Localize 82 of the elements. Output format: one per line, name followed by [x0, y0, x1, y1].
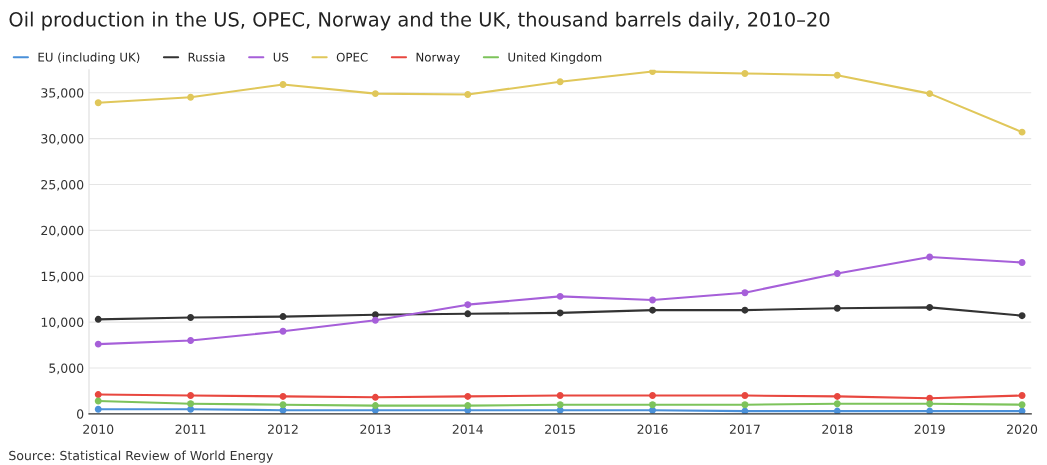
x-tick-label: 2010 — [83, 424, 114, 434]
x-tick-label: 2011 — [175, 424, 206, 434]
point — [649, 69, 656, 76]
point — [1018, 401, 1026, 409]
point — [464, 301, 472, 309]
point — [371, 402, 379, 410]
point — [1018, 392, 1026, 399]
y-tick-label: 10,000 — [41, 317, 84, 329]
chart-title: Oil production in the US, OPEC, Norway and the UK, thousand barrels daily, 2010–20 — [9, 11, 830, 31]
point — [464, 91, 472, 98]
x-tick-label: 2013 — [360, 424, 391, 434]
point — [279, 80, 287, 88]
point — [833, 269, 841, 277]
y-tick-label: 25,000 — [41, 179, 84, 191]
point — [1018, 312, 1026, 320]
legend-label: OPEC — [336, 52, 368, 62]
y-tick-label: 30,000 — [41, 134, 84, 145]
point — [833, 392, 841, 400]
point — [556, 292, 564, 300]
point — [926, 407, 934, 414]
x-tick-label: 2012 — [268, 424, 298, 434]
point — [926, 303, 934, 311]
y-tick-label: 35,000 — [41, 88, 84, 99]
point — [464, 392, 472, 400]
point — [94, 405, 102, 413]
point — [279, 392, 287, 400]
x-tick-label: 2020 — [1007, 424, 1038, 434]
point — [833, 304, 841, 312]
point — [649, 306, 656, 314]
point — [1018, 258, 1026, 266]
x-tick-label: 2019 — [914, 424, 945, 434]
legend-label: United Kingdom — [508, 52, 602, 64]
point — [556, 401, 564, 409]
point — [556, 78, 564, 86]
point — [94, 315, 102, 323]
point — [371, 90, 379, 98]
x-tick-label: 2015 — [545, 424, 575, 434]
point — [279, 313, 287, 321]
legend-label: EU (including UK) — [38, 52, 140, 64]
point — [741, 289, 749, 297]
point — [741, 306, 749, 314]
point — [926, 253, 934, 261]
point — [279, 401, 287, 409]
point — [371, 311, 379, 319]
point — [833, 71, 841, 79]
point — [279, 327, 287, 335]
point — [187, 400, 195, 408]
point — [649, 401, 656, 409]
legend-label: Norway — [416, 52, 460, 64]
point — [94, 340, 102, 348]
point — [741, 69, 749, 77]
source-note: Source: Statistical Review of World Energy — [9, 450, 273, 463]
point — [649, 392, 656, 399]
point — [94, 397, 102, 405]
point — [556, 392, 564, 399]
point — [371, 393, 379, 401]
y-tick-label: 5,000 — [49, 363, 84, 375]
y-tick-label: 0 — [77, 409, 84, 419]
legend-label: Russia — [188, 52, 225, 62]
point — [926, 400, 934, 408]
point — [187, 314, 195, 321]
point — [464, 402, 472, 410]
x-tick-label: 2018 — [822, 424, 853, 434]
y-tick-label: 20,000 — [41, 225, 84, 237]
point — [187, 93, 195, 101]
point — [833, 400, 841, 408]
y-tick-label: 15,000 — [41, 271, 84, 283]
point — [833, 407, 841, 414]
point — [187, 392, 195, 399]
point — [94, 99, 102, 107]
point — [94, 391, 102, 399]
point — [187, 336, 195, 344]
point — [926, 90, 934, 98]
point — [741, 401, 749, 409]
x-tick-label: 2016 — [637, 424, 668, 434]
x-tick-label: 2014 — [452, 424, 483, 434]
point — [371, 316, 379, 324]
point — [741, 392, 749, 399]
x-tick-label: 2017 — [729, 424, 760, 434]
point — [464, 310, 472, 318]
point — [649, 296, 656, 304]
legend-label: US — [273, 52, 289, 62]
